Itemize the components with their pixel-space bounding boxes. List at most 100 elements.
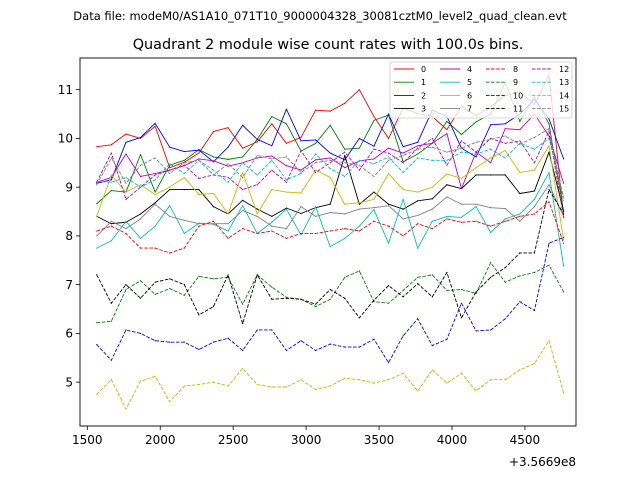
data-point (548, 340, 550, 342)
data-point (402, 171, 404, 174)
data-point (96, 393, 98, 395)
data-point (504, 318, 506, 320)
legend-label-6: 6 (467, 91, 472, 100)
data-point (154, 247, 156, 249)
data-point (460, 288, 463, 291)
data-point (373, 208, 375, 211)
data-point (271, 158, 273, 160)
data-point (96, 344, 98, 346)
data-point (387, 242, 390, 244)
data-point (475, 174, 477, 176)
data-point (227, 127, 229, 129)
data-point (300, 212, 302, 215)
data-point (285, 179, 288, 181)
data-point (519, 215, 521, 218)
data-point (271, 298, 273, 300)
data-point (417, 153, 419, 155)
x-tick-label: 3000 (291, 433, 322, 447)
data-point (169, 205, 171, 207)
data-point (490, 276, 492, 278)
data-point (315, 349, 317, 352)
data-point (431, 296, 433, 298)
data-point (227, 230, 229, 232)
data-point (212, 223, 215, 225)
data-point (169, 167, 171, 169)
data-point (344, 162, 346, 164)
data-point (139, 184, 142, 186)
data-point (315, 305, 317, 308)
data-point (446, 129, 448, 131)
data-point (373, 115, 375, 118)
data-point (344, 297, 346, 299)
data-point (96, 235, 98, 237)
data-point (329, 168, 331, 170)
data-point (198, 225, 200, 227)
data-point (402, 189, 404, 191)
data-point (300, 379, 302, 381)
data-point (402, 154, 404, 157)
data-point (490, 225, 492, 227)
data-point (300, 171, 302, 174)
data-point (475, 153, 477, 155)
data-point (227, 181, 229, 183)
data-point (242, 349, 244, 352)
data-point (475, 151, 477, 153)
data-point (387, 285, 390, 287)
data-point (460, 177, 463, 179)
data-point (417, 145, 419, 147)
x-tick-label: 2000 (145, 433, 176, 447)
data-point (300, 150, 302, 152)
data-point (563, 200, 565, 202)
data-point (548, 171, 550, 174)
data-point (227, 158, 229, 160)
legend-label-15: 15 (559, 105, 569, 114)
data-point (169, 163, 171, 165)
data-point (315, 159, 317, 161)
data-point (460, 140, 463, 142)
data-point (125, 288, 127, 291)
data-point (154, 191, 156, 193)
data-point (154, 203, 156, 205)
data-point (212, 278, 215, 280)
data-point (169, 164, 171, 166)
data-point (154, 202, 156, 204)
data-point (490, 137, 492, 140)
data-point (139, 280, 142, 282)
data-point (533, 190, 536, 192)
legend-label-10: 10 (513, 91, 523, 100)
data-point (504, 379, 506, 381)
data-point (198, 193, 200, 196)
data-point (271, 286, 273, 288)
data-point (110, 189, 112, 192)
data-point (315, 303, 317, 305)
data-point (475, 156, 477, 158)
data-point (285, 181, 288, 183)
data-point (344, 203, 346, 205)
data-point (183, 189, 185, 191)
data-point (548, 189, 550, 191)
data-point (242, 189, 244, 191)
data-point (242, 171, 244, 174)
legend-label-13: 13 (559, 78, 569, 87)
data-point (169, 278, 171, 280)
data-point (344, 102, 346, 104)
data-point (139, 153, 142, 156)
data-point (504, 208, 506, 210)
data-point (315, 215, 317, 218)
data-point (373, 338, 375, 340)
data-point (271, 115, 273, 118)
data-point (460, 151, 463, 153)
data-point (300, 169, 302, 171)
data-point (256, 184, 258, 186)
series-14 (96, 340, 565, 410)
data-point (460, 317, 463, 319)
data-point (373, 145, 375, 147)
data-point (475, 121, 477, 123)
plot-frame (79, 57, 577, 427)
data-point (504, 266, 506, 269)
data-point (169, 401, 171, 403)
data-point (431, 220, 433, 222)
data-point (373, 158, 375, 160)
data-point (563, 242, 565, 244)
